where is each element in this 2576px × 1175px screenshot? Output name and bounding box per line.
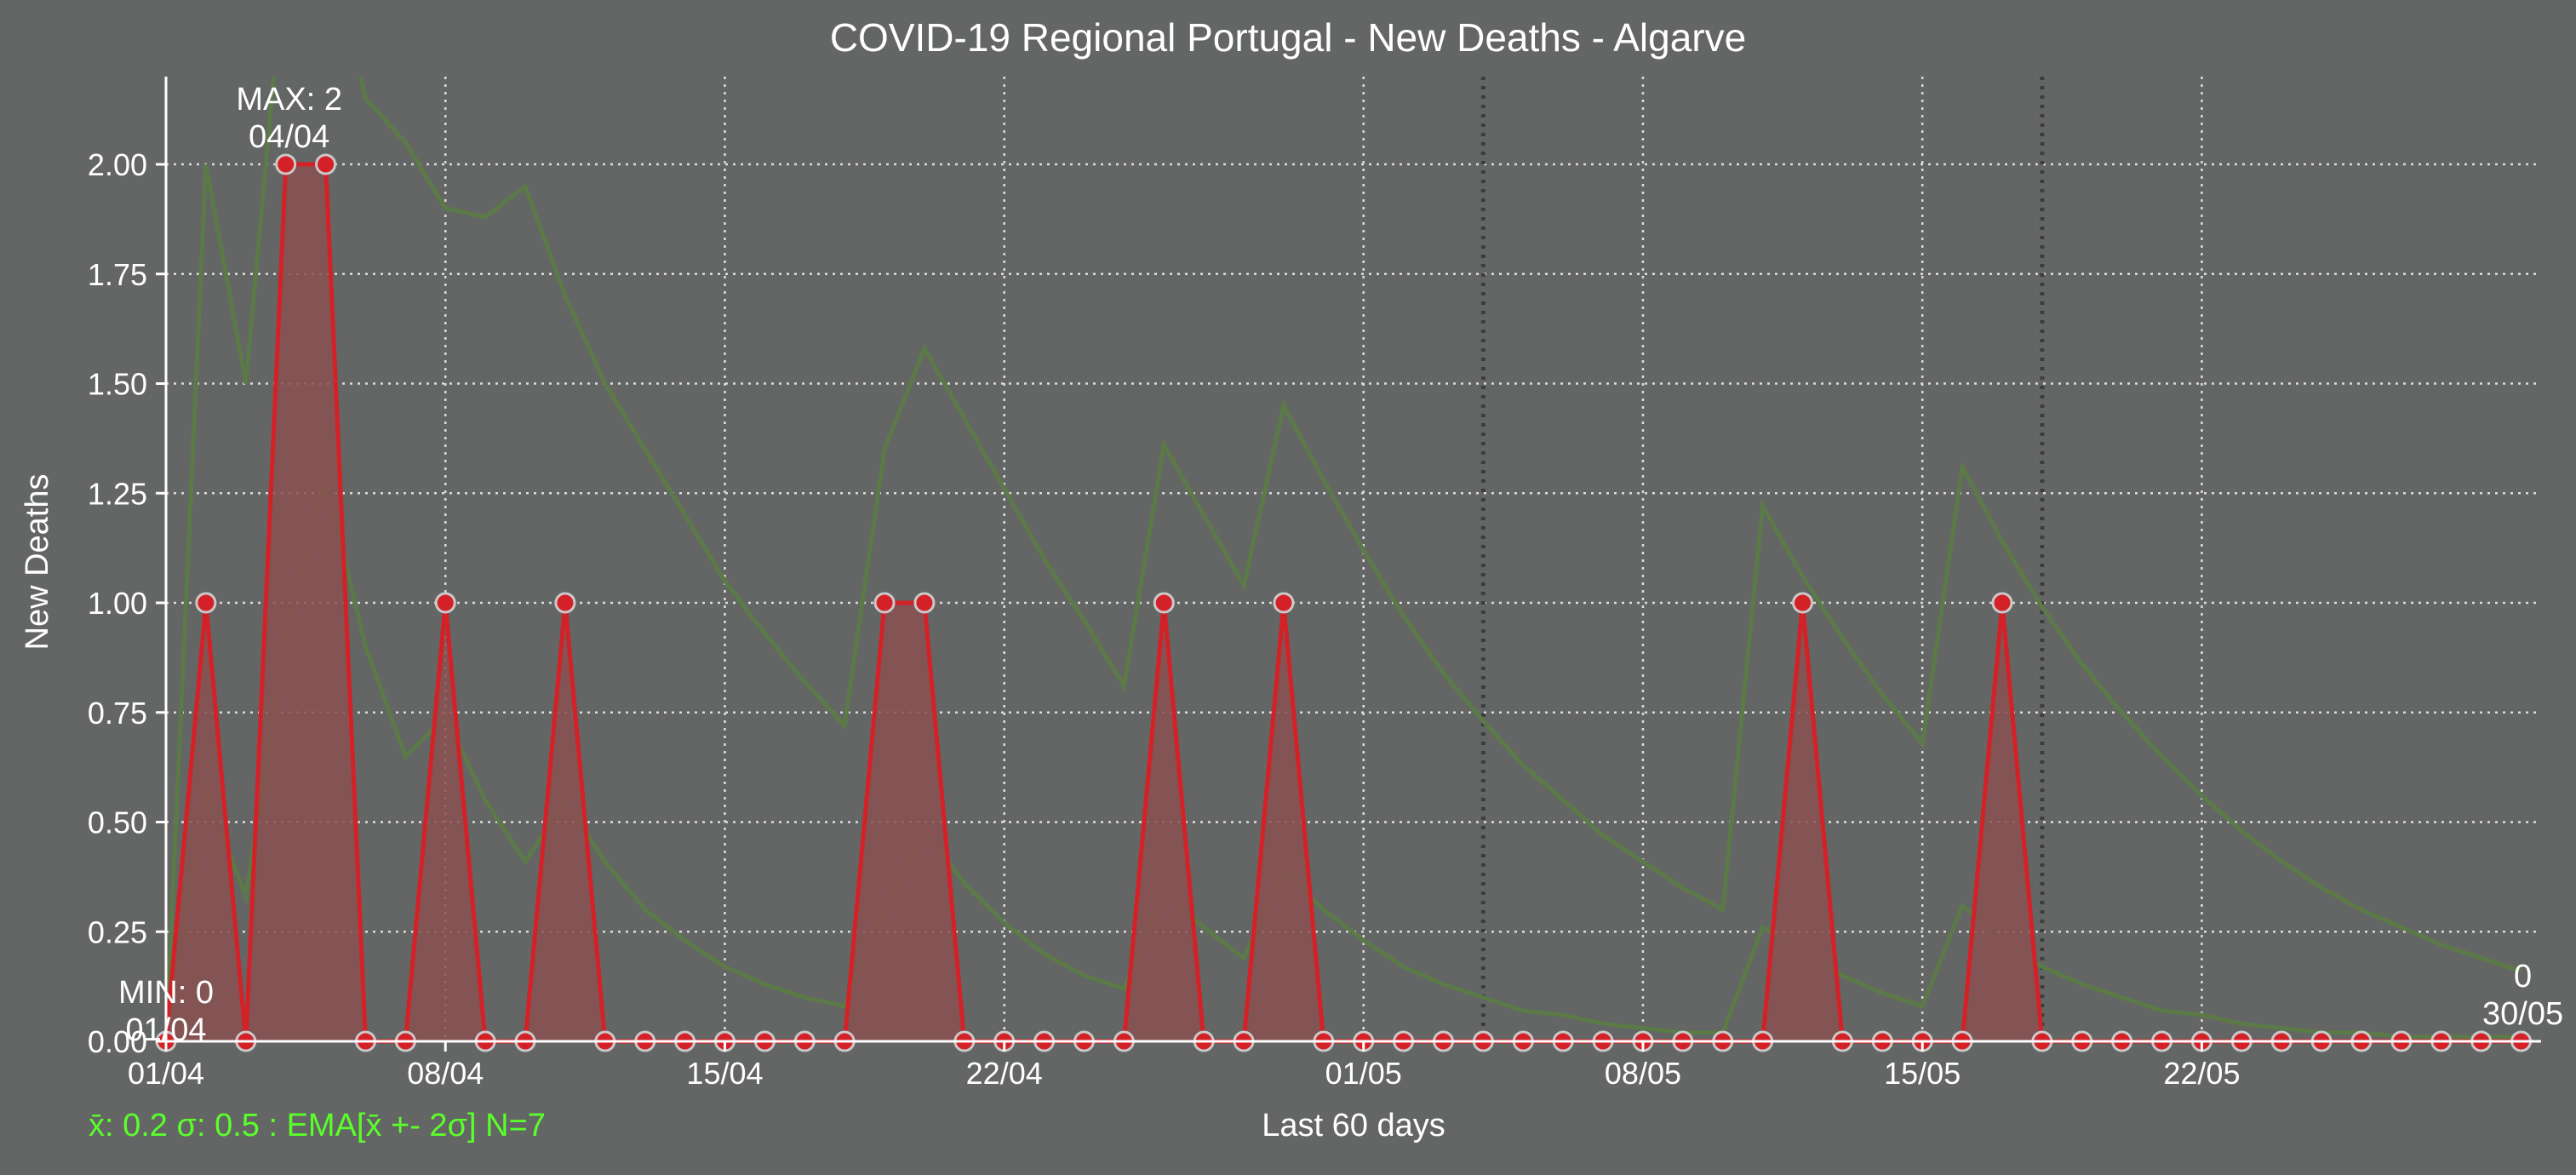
y-axis-label: New Deaths [20,474,55,651]
x-axis-label: Last 60 days [1262,1108,1445,1143]
y-tick-label: 1.50 [88,367,147,402]
min-annotation-label: MIN: 0 [118,975,214,1011]
y-tick-label: 0.75 [88,696,147,731]
y-tick-label: 0.00 [88,1024,147,1059]
x-tick-label: 08/04 [407,1056,484,1091]
min-annotation-date: 01/04 [125,1012,206,1048]
ticks-layer: 0.00 0.25 0.50 0.75 1.00 1.25 1.50 1.75 2.00 01/0… [88,147,2241,1091]
y-tick-label: 0.25 [88,914,147,949]
x-tick-label: 15/04 [686,1056,763,1091]
chart-title: COVID-19 Regional Portugal - New Deaths … [830,15,1746,60]
data-point [913,592,936,614]
last-annotation-date: 30/05 [2482,996,2563,1032]
data-point [195,592,217,614]
annotation-layer: MAX: 204/04 MIN: 001/04 030/05 [118,82,2563,1048]
data-point [1792,592,1814,614]
y-tick-label: 1.00 [88,586,147,621]
y-tick-label: 1.25 [88,476,147,511]
x-tick-label: 15/05 [1884,1056,1961,1091]
axes-layer [164,77,2541,1043]
data-point [315,153,337,175]
y-tick-label: 2.00 [88,147,147,182]
stats-footer: x̄: 0.2 σ: 0.5 : EMA[x̄ +- 2σ] N=7 [89,1108,546,1143]
last-annotation-label: 0 [2514,959,2532,994]
x-tick-label: 01/05 [1325,1056,1402,1091]
x-tick-label: 08/05 [1605,1056,1681,1091]
y-tick-label: 0.50 [88,805,147,840]
x-tick-label: 22/04 [966,1056,1043,1091]
y-tick-label: 1.75 [88,257,147,292]
data-point [1991,592,2013,614]
x-tick-label: 01/04 [128,1056,204,1091]
data-point [1153,592,1175,614]
data-point [434,592,456,614]
data-point [275,153,297,175]
data-point [554,592,576,614]
x-tick-label: 22/05 [2163,1056,2240,1091]
data-point [873,592,896,614]
ema-upper-line [166,77,2522,1041]
data-point [1273,592,1295,614]
max-annotation-label: MAX: 2 [236,82,342,118]
max-annotation-date: 04/04 [249,119,329,155]
